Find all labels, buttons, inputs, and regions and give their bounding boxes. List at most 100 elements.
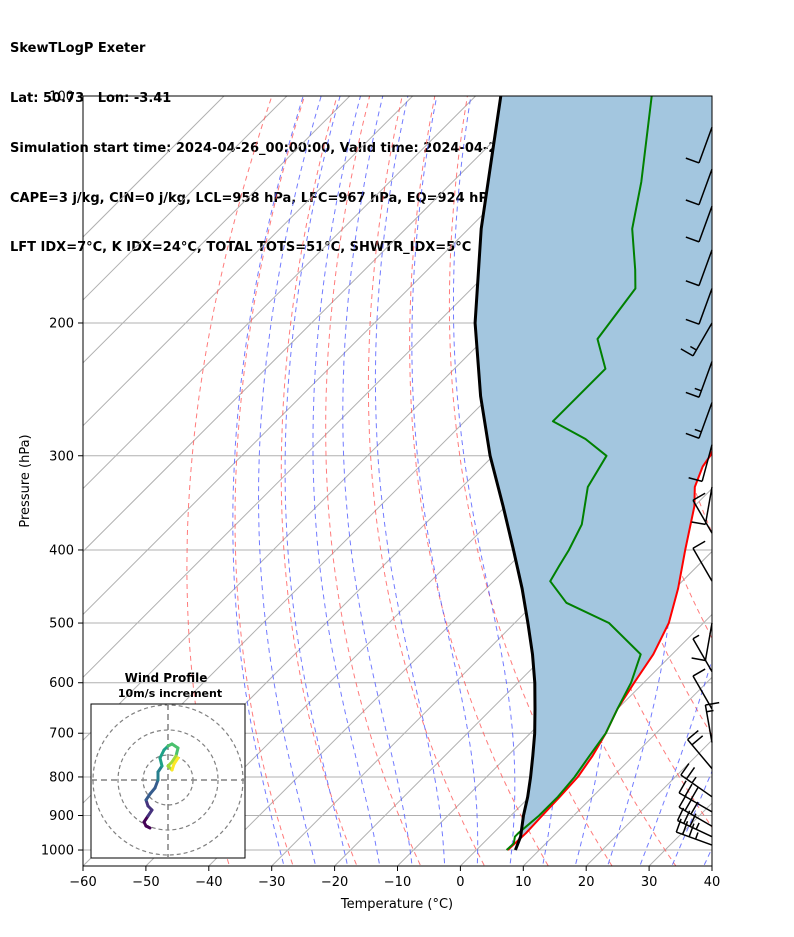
wind-barb-flag bbox=[692, 668, 706, 677]
wind-barb bbox=[691, 622, 713, 662]
wind-barb-half bbox=[692, 634, 700, 640]
inset-subtitle: 10m/s increment bbox=[118, 687, 222, 700]
wind-barb-flag bbox=[685, 280, 700, 287]
temperature-line bbox=[507, 449, 712, 851]
y-tick-label: 100 bbox=[49, 90, 74, 105]
wind-barb-staff bbox=[698, 126, 713, 164]
y-tick-label: 500 bbox=[49, 617, 74, 632]
wind-barb-flag bbox=[692, 492, 706, 501]
wind-barb bbox=[680, 322, 713, 357]
isotherm bbox=[760, 62, 794, 882]
wind-barb bbox=[692, 540, 713, 582]
chart-title: SkewTLogP Exeter bbox=[10, 41, 146, 57]
wind-barb-half bbox=[694, 832, 699, 840]
dry-adiabat bbox=[280, 96, 358, 866]
y-tick-label: 200 bbox=[49, 316, 74, 331]
cape-line: CAPE=3 j/kg, CIN=0 j/kg, LCL=958 hPa, LF… bbox=[10, 190, 497, 206]
hodograph-segment bbox=[172, 756, 180, 766]
wind-barb bbox=[685, 205, 713, 243]
wind-barb-half bbox=[695, 822, 700, 830]
y-tick-label: 400 bbox=[49, 543, 74, 558]
isotherm bbox=[83, 96, 351, 364]
wind-barb-flag bbox=[691, 657, 706, 662]
dry-adiabat bbox=[727, 62, 794, 882]
moist-adiabat bbox=[342, 96, 413, 866]
wind-barb bbox=[692, 634, 713, 673]
isotherm bbox=[585, 739, 712, 866]
isotherm bbox=[333, 487, 712, 866]
wind-barb-flag bbox=[688, 823, 695, 838]
wind-barb bbox=[678, 794, 713, 827]
y-tick-label: 600 bbox=[49, 676, 74, 691]
wind-barb-half bbox=[706, 709, 714, 713]
moist-adiabat bbox=[453, 96, 516, 866]
wind-barb-flag bbox=[680, 348, 694, 357]
wind-barb bbox=[680, 763, 713, 798]
wind-barb-staff bbox=[680, 774, 713, 798]
wind-barb bbox=[685, 126, 713, 164]
wind-barb-flag bbox=[705, 701, 720, 706]
dry-adiabat bbox=[367, 96, 486, 866]
moist-adiabat bbox=[374, 96, 446, 866]
index-line: LFT IDX=7°C, K IDX=24°C, TOTAL TOTS=51°C… bbox=[10, 240, 472, 256]
wind-barb-flag bbox=[678, 794, 687, 808]
cape-area bbox=[475, 96, 712, 837]
wind-barb bbox=[675, 818, 713, 846]
wind-barb bbox=[678, 780, 713, 813]
moist-adiabat bbox=[257, 96, 322, 866]
y-tick-label: 900 bbox=[49, 809, 74, 824]
wind-barb-flag bbox=[690, 787, 699, 801]
x-tick-label: 40 bbox=[704, 875, 721, 890]
wind-barb bbox=[685, 361, 713, 398]
inset-title: Wind Profile bbox=[125, 671, 208, 685]
x-tick-label: −10 bbox=[384, 875, 411, 890]
wind-barb bbox=[685, 168, 713, 206]
isotherm bbox=[83, 96, 540, 553]
x-tick-label: 10 bbox=[515, 875, 532, 890]
wind-barb bbox=[688, 444, 713, 483]
x-tick-label: −50 bbox=[132, 875, 159, 890]
dry-adiabat bbox=[325, 96, 422, 866]
dry-adiabat bbox=[790, 62, 794, 882]
wind-barb-flag bbox=[685, 199, 700, 206]
y-tick-label: 800 bbox=[49, 770, 74, 785]
x-tick-label: −20 bbox=[321, 875, 348, 890]
x-tick-label: −40 bbox=[195, 875, 222, 890]
wind-barb-staff bbox=[704, 486, 713, 525]
wind-barb-flag bbox=[678, 780, 687, 794]
x-tick-label: 20 bbox=[578, 875, 595, 890]
y-axis-label: Pressure (hPa) bbox=[18, 434, 33, 527]
wind-barb-flag bbox=[692, 540, 706, 549]
x-tick-label: −60 bbox=[69, 875, 96, 890]
wind-barb bbox=[685, 249, 713, 287]
wind-barb-half bbox=[689, 345, 697, 351]
wind-barb-staff bbox=[678, 792, 713, 813]
isotherm bbox=[396, 550, 712, 866]
wind-barb-flag bbox=[684, 798, 693, 812]
wind-barb-flag bbox=[685, 318, 700, 325]
x-axis-label: Temperature (°C) bbox=[340, 897, 453, 912]
wind-barb-flag bbox=[685, 767, 696, 780]
location-line: Lat: 50.73 Lon: -3.41 bbox=[10, 90, 172, 106]
moist-adiabat bbox=[671, 769, 712, 866]
wind-barb bbox=[692, 492, 713, 534]
wind-barb-staff bbox=[676, 831, 713, 846]
wind-barb-half bbox=[691, 776, 697, 784]
wind-barb-staff bbox=[704, 622, 713, 661]
wind-barb-staff bbox=[678, 806, 713, 827]
chart-header: SkewTLogP Exeter Lat: 50.73 Lon: -3.41 S… bbox=[10, 8, 603, 274]
dry-adiabat bbox=[758, 62, 794, 882]
isotherm bbox=[83, 96, 414, 427]
wind-barb-half bbox=[694, 428, 702, 433]
wind-barb-half bbox=[694, 387, 702, 392]
dry-adiabat bbox=[234, 96, 306, 866]
wind-barb-flag bbox=[691, 735, 704, 746]
moist-adiabat bbox=[411, 96, 479, 866]
wind-barb bbox=[685, 288, 713, 325]
wind-barb-staff bbox=[692, 499, 713, 534]
wind-barb-flag bbox=[685, 432, 700, 439]
wind-barb-flag bbox=[684, 783, 693, 797]
x-tick-label: −30 bbox=[258, 875, 285, 890]
wind-barb-staff bbox=[698, 205, 713, 243]
wind-barb-flag bbox=[688, 477, 703, 483]
